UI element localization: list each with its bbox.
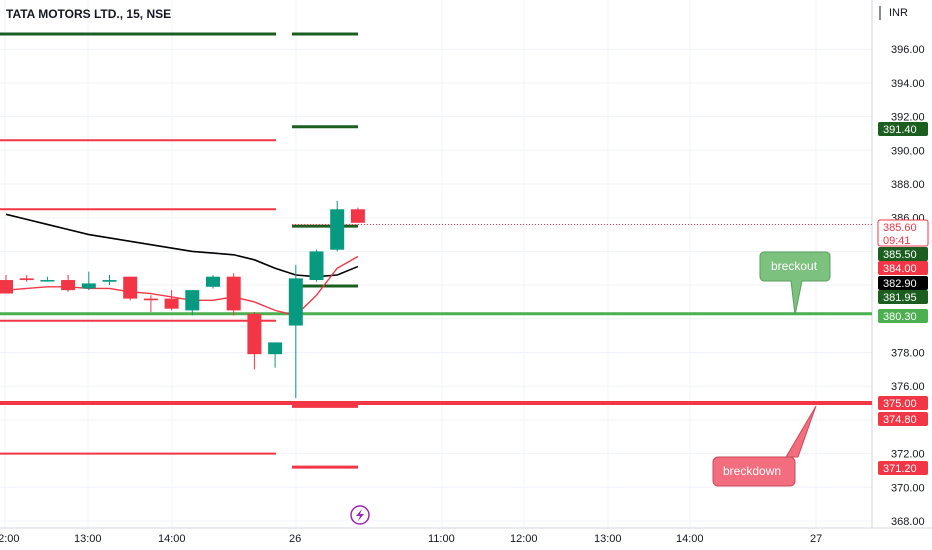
price-label-text: 385.60 [883, 222, 917, 234]
candle-body [206, 276, 220, 287]
chart-title: TATA MOTORS LTD., 15, NSE [6, 7, 171, 21]
candle-body [0, 280, 13, 294]
grid [0, 0, 932, 529]
candle-body [19, 278, 34, 281]
candle-body [185, 290, 200, 311]
y-tick-label: 392.00 [891, 112, 925, 124]
candle-body [81, 283, 96, 289]
y-tick-label: 390.00 [891, 145, 925, 157]
breckdown-callout [712, 456, 796, 487]
candle-body [102, 280, 117, 282]
x-tick-label: 13:00 [594, 533, 622, 545]
candle-body [309, 251, 324, 281]
x-tick-label: 12:00 [0, 533, 20, 545]
x-tick-label: 14:00 [158, 533, 186, 545]
candle-body [288, 278, 303, 326]
lightning-icon[interactable] [350, 505, 370, 525]
candle-body [164, 298, 179, 309]
x-tick-label: 11:00 [428, 533, 455, 545]
price-label-box [878, 247, 928, 261]
price-label-box [878, 461, 928, 475]
price-countdown-text: 09:41 [883, 235, 911, 247]
x-tick-label: 27 [810, 533, 822, 545]
price-label-box [878, 396, 928, 410]
time-axis[interactable]: 12:00 13:00 14:00 26 11:00 12:00 13:00 14:00 27 [0, 533, 822, 545]
candle-body [40, 280, 55, 282]
price-label-box [877, 219, 929, 247]
price-label-text: 371.20 [883, 463, 917, 475]
price-label-box [878, 276, 928, 290]
y-tick-label: 372.00 [891, 449, 925, 461]
price-label-box [878, 309, 928, 323]
candle-body [330, 209, 345, 250]
price-label-text: 380.30 [883, 311, 917, 323]
candle-body [143, 298, 158, 301]
price-label-text: 374.80 [883, 414, 917, 426]
price-label-text: 375.00 [883, 398, 917, 410]
candles[interactable] [0, 200, 365, 398]
y-tick-label: 376.00 [891, 381, 925, 393]
x-tick-label: 14:00 [676, 533, 704, 545]
moving-averages [5, 213, 359, 317]
price-label-text: 384.00 [883, 263, 917, 275]
candle-body [268, 342, 283, 355]
level-lines [0, 32, 872, 469]
candle-body [247, 313, 262, 355]
price-label-box [878, 412, 928, 426]
breckdown-pointer [785, 405, 817, 458]
y-tick-label: 388.00 [891, 179, 925, 191]
y-tick-label: 394.00 [891, 78, 925, 90]
x-tick-label: 12:00 [510, 533, 538, 545]
annotations[interactable]: breckout breckdown [712, 251, 831, 487]
x-tick-label: 13:00 [74, 533, 102, 545]
x-tick-label: 26 [289, 533, 301, 545]
y-tick-label: 368.00 [891, 516, 925, 528]
breckout-label: breckout [771, 259, 818, 273]
price-label-text: 385.50 [883, 249, 917, 261]
price-label-text: 391.40 [883, 124, 917, 136]
price-label-text: 382.90 [883, 278, 917, 290]
y-tick-label: 370.00 [891, 482, 925, 494]
y-tick-label: 396.00 [891, 44, 925, 56]
breckdown-label: breckdown [723, 464, 781, 478]
candle-body [61, 280, 76, 291]
price-label-box [878, 290, 928, 304]
candle-body [123, 276, 138, 299]
ma-black-line [5, 213, 359, 278]
y-tick-label: 378.00 [891, 348, 925, 360]
price-label-text: 381.95 [883, 292, 917, 304]
candle-body [226, 276, 241, 311]
currency-label: INR [889, 7, 908, 19]
breckout-callout [759, 251, 831, 316]
candle-body [350, 209, 365, 223]
price-label-box [878, 122, 928, 136]
price-label-box [878, 261, 928, 275]
